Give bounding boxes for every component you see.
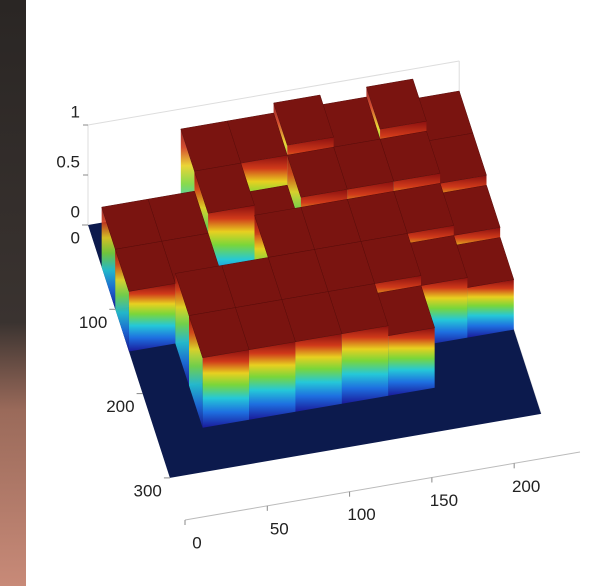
x-tick-label: 0 xyxy=(192,533,201,552)
y-tick-label: 200 xyxy=(106,397,134,416)
y-tick-label: 100 xyxy=(79,313,107,332)
surface-front xyxy=(249,342,295,420)
surface-front xyxy=(203,350,249,428)
surface-front xyxy=(467,280,513,338)
x-tick-label: 50 xyxy=(270,519,289,538)
y-tick-label: 300 xyxy=(134,481,162,500)
x-tick-label: 200 xyxy=(512,477,540,496)
z-tick-label: 0 xyxy=(71,202,80,221)
surface-front xyxy=(295,334,341,412)
photo-strip xyxy=(0,0,26,586)
z-tick-label: 1 xyxy=(71,102,80,121)
surface-front xyxy=(388,328,434,396)
y-tick-label: 0 xyxy=(71,228,80,247)
surface-front xyxy=(342,326,388,404)
surface-front xyxy=(129,283,175,351)
x-tick-label: 100 xyxy=(347,505,375,524)
chart: 0 0.5 1 0 100 200 300 0 50 100 150 200 xyxy=(0,0,602,586)
plot-area: 0 0.5 1 0 100 200 300 0 50 100 150 200 xyxy=(56,61,580,552)
x-tick-label: 150 xyxy=(430,491,458,510)
page: 00.510100200300050100150200 (() => { con… xyxy=(0,0,602,586)
z-tick-label: 0.5 xyxy=(56,152,80,171)
